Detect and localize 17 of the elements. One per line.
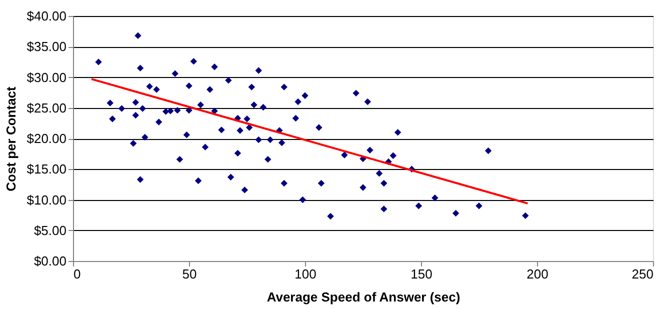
x-tick-label: 50: [182, 266, 197, 282]
y-tick-label: $35.00: [26, 39, 66, 54]
x-tick-label: 250: [632, 266, 654, 282]
y-tick-label: $0.00: [34, 254, 66, 268]
y-tick-label: $40.00: [26, 8, 66, 24]
x-tick-label: 200: [526, 266, 548, 282]
y-tick-label: $5.00: [34, 222, 66, 238]
y-tick-label: $25.00: [26, 100, 66, 116]
x-tick-label: 0: [74, 266, 81, 282]
y-tick-label: $10.00: [26, 192, 66, 208]
x-tick-label: 100: [294, 266, 316, 282]
y-tick-label: $30.00: [26, 70, 66, 85]
y-tick-label: $20.00: [26, 131, 66, 146]
x-axis-title: Average Speed of Answer (sec): [266, 290, 460, 304]
y-axis-title: Cost per Contact: [4, 86, 19, 192]
x-tick-label: 150: [410, 266, 432, 282]
y-tick-label: $15.00: [26, 162, 66, 177]
